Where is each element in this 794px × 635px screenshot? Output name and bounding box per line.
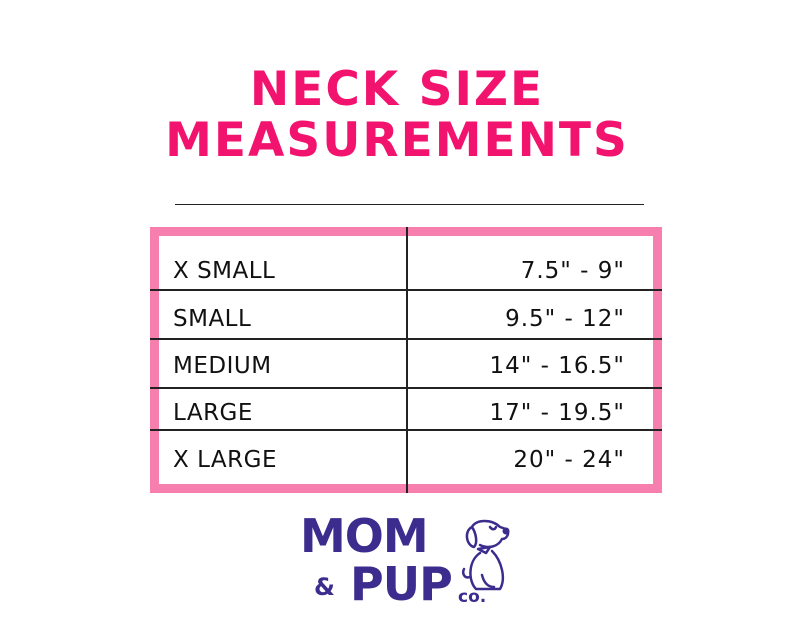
row-divider [150,387,662,389]
page-title-line-1: NECK SIZE [249,62,545,117]
logo-ampersand: & [314,573,335,601]
size-label: X LARGE [173,447,277,473]
size-label: SMALL [173,306,252,332]
brand-logo: MOM & PUP co. [298,509,513,620]
size-label: MEDIUM [173,353,272,379]
row-divider [150,429,662,431]
column-divider [406,227,408,493]
size-label: LARGE [173,400,253,426]
row-divider [150,289,662,291]
size-table: X SMALL 7.5" - 9" SMALL 9.5" - 12" MEDIU… [150,227,662,493]
table-row: X SMALL 7.5" - 9" [159,244,653,284]
table-row: MEDIUM 14" - 16.5" [159,339,653,379]
size-range: 7.5" - 9" [520,258,625,284]
logo-pup: PUP [350,557,453,611]
table-row: SMALL 9.5" - 12" [159,292,653,332]
size-range: 17" - 19.5" [489,400,625,426]
logo-mom: MOM [300,509,429,563]
divider-rule [175,204,644,205]
size-range: 9.5" - 12" [505,306,625,332]
size-range: 14" - 16.5" [489,353,625,379]
size-label: X SMALL [173,258,276,284]
table-row: LARGE 17" - 19.5" [159,386,653,426]
dog-icon [462,519,510,591]
logo-co: co. [458,587,487,607]
page-title-line-2: MEASUREMENTS [165,113,629,168]
row-divider [150,338,662,340]
table-row: X LARGE 20" - 24" [159,433,653,473]
size-range: 20" - 24" [513,447,625,473]
